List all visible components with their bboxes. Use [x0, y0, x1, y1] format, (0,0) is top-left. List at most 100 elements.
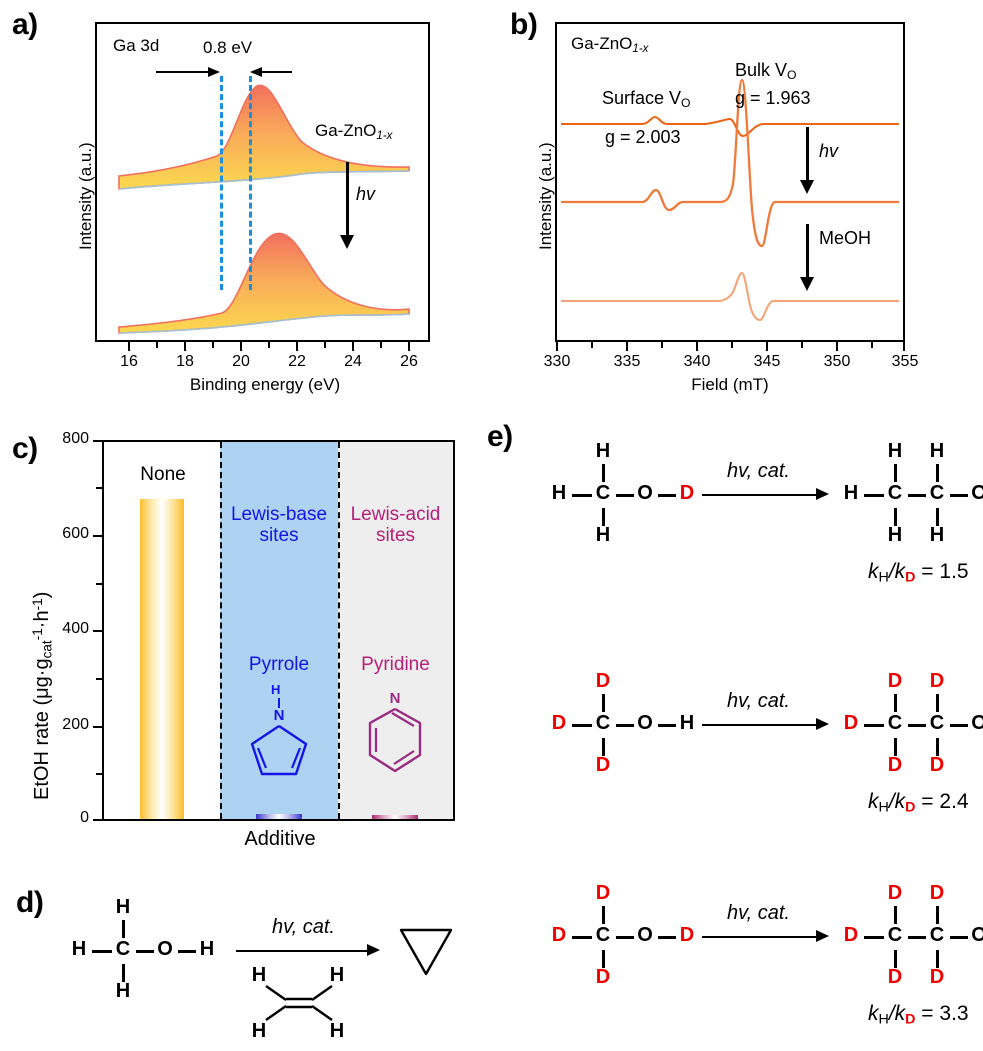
e3-arrow-shaft: [702, 936, 818, 938]
xps-spectra-svg: [118, 84, 410, 334]
e3-product-c1-dtop: D: [887, 882, 903, 904]
sample-name: Ga-ZnO: [315, 121, 377, 140]
e3-product-c1-dbot: D: [887, 966, 903, 988]
e1-product-c2-hbot: H: [929, 524, 945, 546]
panel-d-ethylene-structure: H H H H: [246, 964, 356, 1044]
svg-text:N: N: [274, 707, 285, 724]
panel-d-arrow-shaft: [236, 950, 369, 952]
panel-c-yaxis-sup1: -1: [30, 628, 45, 641]
panel-b-meoh-arrow-shaft: [806, 224, 809, 279]
e3-bond-o-term: [658, 936, 676, 939]
e1-bond-o-term: [658, 494, 676, 497]
e3-kie-k2: /k: [888, 1002, 906, 1025]
e2-bond-c-dtop: [602, 694, 605, 712]
e1-product-h-left: H: [843, 482, 859, 504]
e1-bond-c2-htop: [936, 464, 939, 482]
e3-bond-c1-dbot: [894, 950, 897, 968]
e3-bond-c2-o: [950, 936, 968, 939]
e1-kie-h: H: [878, 569, 889, 586]
panel-c-ytick-600: 600: [62, 525, 89, 542]
e1-bond-c-o: [616, 494, 634, 497]
panel-a-hv-arrow-head: [340, 235, 354, 249]
e3-reactant-terminal: D: [679, 924, 695, 946]
e3-product-c2-dtop: D: [929, 882, 945, 904]
panel-a-hv-label: hv: [356, 184, 376, 204]
zone-divider-2: [338, 442, 340, 819]
e1-kie-k2: /k: [888, 560, 906, 583]
e1-kie-d: D: [905, 569, 916, 586]
e2-reactant-c: C: [595, 712, 611, 734]
e3-arrow-head: [816, 930, 829, 942]
e3-bond-dleft-c: [572, 936, 592, 939]
panel-b-yaxis-label: Intensity (a.u.): [536, 142, 555, 250]
panel-d-product-cyclopropane: [396, 924, 456, 983]
e2-arrow-condition: hv, cat.: [727, 690, 790, 712]
panel-b-label: b): [510, 8, 538, 41]
e2-reactant-d-left: D: [551, 712, 567, 734]
panel-b-xaxis-label: Field (mT): [691, 375, 769, 394]
e2-bond-c1-c2: [908, 724, 926, 727]
zone-none-label: None: [140, 464, 186, 485]
e3-kie-eq: = 3.3: [915, 1002, 969, 1025]
e3-kie-h: H: [878, 1011, 889, 1028]
surface-vo-text: Surface V: [602, 88, 682, 108]
panel-c-xaxis-label: Additive: [244, 828, 316, 850]
e2-arrow-head: [816, 718, 829, 730]
panel-a-hv-arrow-shaft: [346, 162, 349, 237]
e2-product-c2-dtop: D: [929, 670, 945, 692]
e2-bond-c1-dtop: [894, 694, 897, 712]
e1-bond-c1-htop: [894, 464, 897, 482]
lewis-acid-line2: sites: [375, 525, 416, 547]
e2-bond-c1-dbot: [894, 738, 897, 756]
surface-vo-subscript: O: [681, 96, 691, 111]
e1-kie-k1: k: [868, 560, 879, 583]
panel-b-sample-subscript: 1-x: [632, 42, 649, 55]
bulk-vo-text: Bulk V: [735, 60, 788, 80]
bulk-vo-label: Bulk VO: [735, 60, 797, 82]
e2-product-c1: C: [887, 712, 903, 734]
e2-product-c2-dbot: D: [929, 754, 945, 776]
epr-spectra-svg: [561, 78, 899, 322]
e1-bond-c2-o: [950, 494, 968, 497]
panel-b-xtick-345: 345: [753, 353, 781, 370]
panel-d-reactant-h-top: H: [115, 896, 131, 918]
zone-lewis-acid: [338, 442, 453, 819]
xps-marker-line-1: [220, 76, 223, 290]
e2-reactant-d-top: D: [595, 670, 611, 692]
e2-bond-dleft-c: [572, 724, 592, 727]
panel-e-reaction-2: D D C O H D hv, cat. D D D C C O H D D k…: [530, 660, 983, 830]
e2-kie-value: kH/kD = 2.4: [868, 790, 969, 816]
e3-kie-value: kH/kD = 3.3: [868, 1002, 969, 1028]
e3-reactant-d-top: D: [595, 882, 611, 904]
panel-d-arrow-head: [367, 944, 380, 956]
panel-d-bond-c-htop: [122, 920, 125, 938]
e2-reactant-o: O: [637, 712, 653, 734]
e3-product-d-left: D: [843, 924, 859, 946]
e1-reactant-c: C: [595, 482, 611, 504]
e1-reactant-h-top: H: [595, 440, 611, 462]
panel-b-xtick-330: 330: [543, 353, 571, 370]
zone-lewis-base-label: Lewis-base sites: [220, 504, 338, 547]
e3-product-c2: C: [929, 924, 945, 946]
panel-d-ethylene-h-bl: H: [251, 1020, 267, 1042]
zone-lewis-acid-label: Lewis-acid sites: [338, 504, 453, 547]
surface-vo-gvalue: g = 2.003: [605, 127, 681, 147]
e2-reactant-d-bottom: D: [595, 754, 611, 776]
xps-shift-arrows: [156, 67, 292, 77]
bar-pyridine: [372, 815, 418, 819]
e1-product-o: O: [971, 482, 983, 504]
panel-d-arrow-condition: hv, cat.: [272, 916, 335, 938]
e2-kie-k1: k: [868, 790, 879, 813]
e2-product-o: O: [971, 712, 983, 734]
panel-d-bond-hleft-c: [92, 950, 112, 953]
lewis-base-line1: Lewis-base: [230, 504, 328, 525]
panel-d-ethylene-h-br: H: [329, 1020, 345, 1042]
e1-product-c1-hbot: H: [887, 524, 903, 546]
e1-product-c1: C: [887, 482, 903, 504]
panel-d-bond-c-hbot: [122, 964, 125, 982]
e1-arrow-shaft: [702, 494, 818, 496]
pyrrole-structure: H N: [244, 682, 314, 778]
bar-pyrrole: [256, 814, 302, 819]
panel-b-meoh-arrow-head: [800, 277, 814, 291]
panel-c-yaxis-main: EtOH rate (: [31, 698, 54, 800]
